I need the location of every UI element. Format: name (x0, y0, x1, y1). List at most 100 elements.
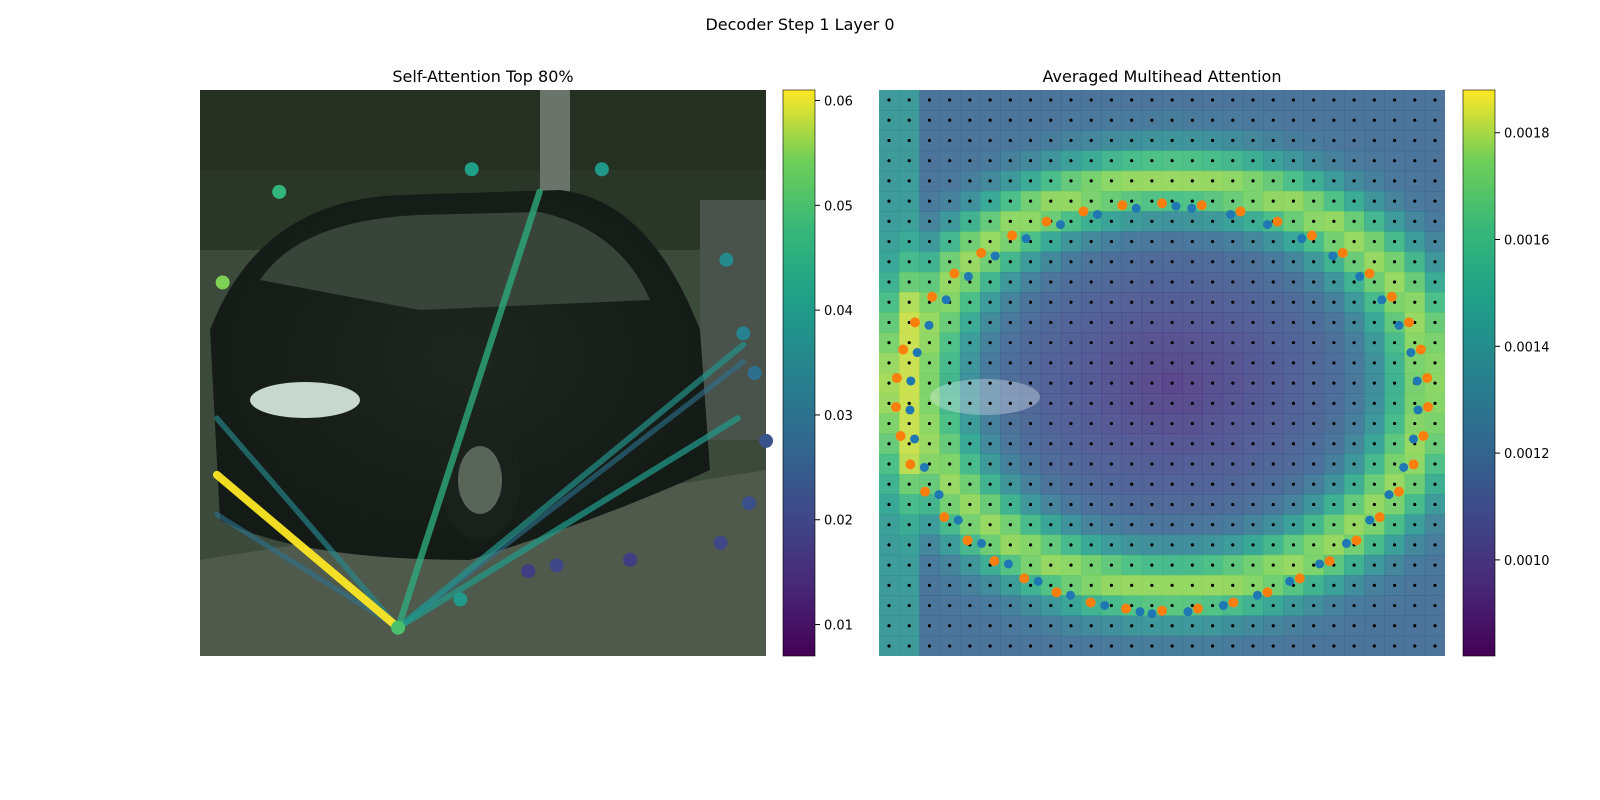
reference-vertex (1021, 234, 1031, 244)
predicted-vertex (909, 317, 920, 328)
reference-vertex (1328, 251, 1338, 261)
predicted-vertex (1007, 230, 1018, 241)
reference-vertex (1365, 515, 1375, 525)
predicted-vertex (891, 372, 902, 383)
predicted-vertex (1157, 198, 1167, 209)
reference-vertex (1315, 559, 1325, 569)
predicted-vertex (1192, 603, 1203, 614)
predicted-vertex (1085, 597, 1096, 608)
predicted-vertex (1386, 291, 1397, 302)
contour-point (521, 564, 536, 579)
reference-vertex (1377, 295, 1387, 305)
figure-suptitle: Decoder Step 1 Layer 0 (705, 15, 894, 34)
self-attention-colorbar (782, 89, 816, 657)
reference-vertex (1003, 559, 1013, 569)
reference-vertex (990, 251, 1000, 261)
predicted-vertex (989, 555, 1000, 566)
reference-vertex (1384, 490, 1394, 500)
reference-vertex (1066, 590, 1076, 600)
predicted-vertex (976, 247, 987, 258)
reference-vertex (1399, 462, 1409, 472)
multihead-colorbar (1462, 89, 1496, 657)
predicted-vertex (1324, 555, 1335, 566)
predicted-vertex (1306, 230, 1317, 241)
reference-vertex (912, 348, 922, 358)
reference-vertex (941, 295, 951, 305)
predicted-vertex (1272, 216, 1283, 227)
colorbar-tick-label: 0.0012 (1504, 447, 1550, 462)
reference-vertex (1171, 201, 1181, 211)
predicted-vertex (1019, 573, 1030, 584)
predicted-vertex (1157, 605, 1167, 616)
reference-vertex (1263, 220, 1273, 230)
predicted-vertex (1408, 459, 1419, 470)
predicted-vertex (927, 291, 938, 302)
contour-point (759, 433, 773, 448)
attention-link (214, 415, 401, 631)
reference-vertex (905, 405, 915, 415)
multihead-attention-title: Averaged Multihead Attention (1043, 67, 1282, 86)
predicted-vertex (1117, 200, 1128, 211)
predicted-vertex (1051, 587, 1062, 598)
reference-vertex (1406, 348, 1416, 358)
colorbar-tick-label: 0.03 (824, 409, 853, 424)
colorbar-tick-label: 0.0018 (1504, 127, 1550, 142)
predicted-vertex (1374, 512, 1385, 523)
contour-point (594, 162, 609, 177)
contour-point (391, 620, 406, 635)
reference-vertex (1218, 600, 1228, 610)
contour-vertices (890, 198, 1434, 619)
contour-point (215, 275, 230, 290)
reference-vertex (1413, 405, 1423, 415)
multihead-attention-panel: Averaged Multihead Attention 0.0010 0.001… (879, 67, 1550, 657)
reference-vertex (1092, 209, 1102, 219)
contour-point (742, 496, 757, 511)
predicted-vertex (1121, 603, 1132, 614)
contour-point (272, 184, 287, 199)
predicted-vertex (1351, 535, 1362, 546)
reference-vertex (1131, 203, 1141, 213)
predicted-vertex (1228, 597, 1239, 608)
reference-vertex (1147, 609, 1157, 619)
colorbar-tick-label: 0.06 (824, 94, 853, 109)
colorbar-tick-label: 0.02 (824, 514, 853, 529)
predicted-vertex (1235, 206, 1246, 217)
attention-link (394, 188, 543, 631)
predicted-vertex (939, 512, 950, 523)
contour-point (549, 558, 564, 573)
reference-vertex (953, 515, 963, 525)
grid-points (887, 98, 1437, 648)
colorbar-tick-label: 0.05 (824, 199, 853, 214)
contour-points (215, 162, 773, 635)
reference-vertex (1285, 576, 1295, 586)
reference-vertex (963, 272, 973, 282)
reference-vertex (1187, 203, 1197, 213)
car-image-left (200, 90, 766, 656)
reference-vertex (1252, 590, 1262, 600)
reference-vertex (1297, 234, 1307, 244)
predicted-vertex (1422, 372, 1433, 383)
predicted-vertex (920, 486, 931, 497)
predicted-vertex (890, 401, 901, 412)
predicted-vertex (1423, 401, 1434, 412)
predicted-vertex (1262, 587, 1273, 598)
contour-point (736, 326, 751, 341)
colorbar-tick-label: 0.0010 (1504, 554, 1550, 569)
predicted-vertex (898, 344, 909, 355)
attention-links (212, 188, 747, 632)
colorbar-tick-label: 0.04 (824, 304, 853, 319)
contour-point (719, 252, 734, 267)
reference-vertex (924, 320, 934, 330)
reference-vertex (1055, 220, 1065, 230)
predicted-vertex (1415, 344, 1426, 355)
attention-link (395, 341, 747, 631)
reference-vertex (906, 376, 916, 386)
predicted-vertex (949, 268, 960, 279)
reference-vertex (1100, 600, 1110, 610)
colorbar-tick-label: 0.01 (824, 619, 853, 634)
reference-vertex (1412, 376, 1422, 386)
reference-vertex (1355, 272, 1365, 282)
contour-point (713, 535, 728, 550)
reference-vertex (1394, 320, 1404, 330)
contour-point (747, 366, 762, 380)
